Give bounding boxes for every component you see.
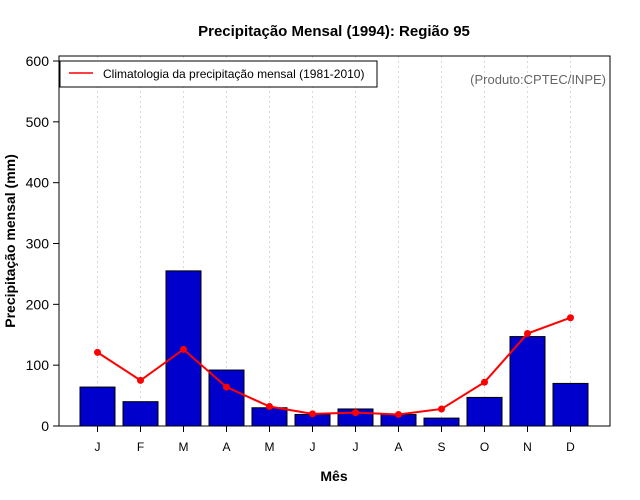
climatology-point-2: [137, 376, 144, 384]
legend-label: Climatologia da precipitação mensal (198…: [103, 67, 364, 81]
x-tick-label-11: N: [523, 440, 532, 454]
gridlines: [97, 56, 571, 426]
x-tick-label-4: A: [222, 440, 230, 454]
climatology-point-9: [438, 405, 445, 413]
climatology-point-5: [266, 403, 273, 411]
bar-9: [423, 417, 460, 427]
x-tick-label-10: O: [480, 440, 489, 454]
y-axis-label: Precipitação mensal (mm): [2, 154, 18, 328]
y-tick-label-600: 600: [26, 53, 50, 69]
y-tick-label-100: 100: [26, 357, 50, 373]
bar-4: [208, 369, 245, 427]
x-tick-label-2: F: [137, 440, 144, 454]
x-tick-label-8: A: [394, 440, 402, 454]
bar-2: [122, 401, 159, 427]
x-tick-label-12: D: [566, 440, 575, 454]
credit-text: (Produto:CPTEC/INPE): [470, 72, 606, 87]
x-tick-label-1: J: [95, 440, 101, 454]
climatology-point-8: [395, 410, 402, 418]
x-tick-label-3: M: [179, 440, 189, 454]
y-tick-label-500: 500: [26, 114, 50, 130]
y-tick-label-400: 400: [26, 175, 50, 191]
x-axis-label: Mês: [320, 468, 347, 484]
climatology-point-7: [352, 409, 359, 417]
plot-frame: [58, 55, 611, 427]
climatology-point-1: [94, 348, 101, 356]
climatology-point-12: [567, 314, 574, 322]
legend-box: [59, 60, 378, 88]
y-tick-label-0: 0: [41, 418, 49, 434]
climatology-point-6: [309, 410, 316, 418]
x-tick-label-7: J: [353, 440, 359, 454]
climatology-line: [96, 316, 571, 416]
bar-11: [509, 336, 546, 427]
bar-1: [79, 386, 116, 427]
bar-12: [552, 382, 589, 427]
x-tick-label-5: M: [265, 440, 275, 454]
bar-series: [79, 270, 589, 427]
chart-title: Precipitação Mensal (1994): Região 95: [198, 23, 470, 40]
climatology-point-11: [524, 330, 531, 338]
bar-10: [466, 396, 503, 427]
bar-5: [251, 407, 288, 427]
climatology-point-4: [223, 383, 230, 391]
y-tick-label-200: 200: [26, 296, 50, 312]
legend: Climatologia da precipitação mensal (198…: [59, 60, 378, 88]
x-tick-label-6: J: [310, 440, 316, 454]
climatology-line-series: [94, 314, 574, 418]
climatology-point-3: [180, 345, 187, 353]
y-tick-label-300: 300: [26, 236, 50, 252]
y-axis: 0 100 200 300 400 500 600: [26, 53, 59, 434]
x-tick-label-9: S: [437, 440, 445, 454]
climatology-point-10: [481, 378, 488, 386]
